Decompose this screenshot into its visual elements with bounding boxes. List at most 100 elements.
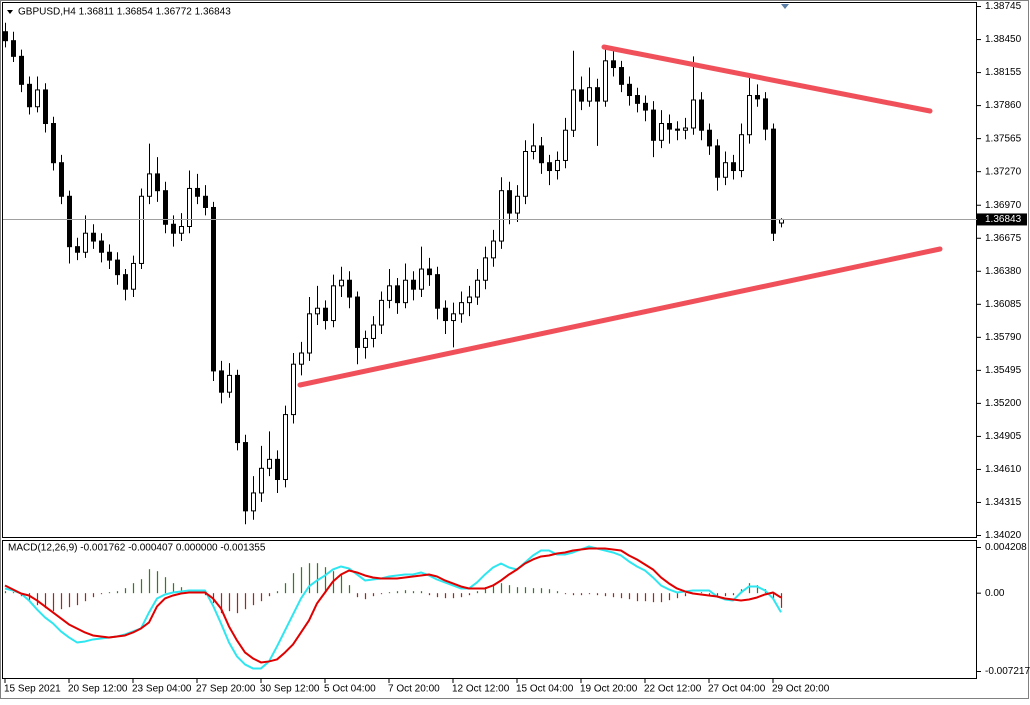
candle-body — [11, 40, 16, 57]
candle-body — [595, 87, 600, 102]
y-tick-label: 1.37860 — [985, 100, 1022, 111]
candle-body — [35, 89, 40, 108]
candle-body — [579, 89, 584, 102]
y-tick-label: 1.36380 — [985, 266, 1022, 277]
candle-body — [323, 307, 328, 322]
candle-body — [563, 129, 568, 161]
candle-body — [395, 285, 400, 304]
x-tick-label: 15 Sep 2021 — [4, 684, 61, 695]
x-tick-label: 7 Oct 20:00 — [388, 684, 440, 695]
x-tick-label: 30 Sep 12:00 — [260, 684, 320, 695]
macd-panel — [2, 540, 977, 679]
candle-body — [3, 31, 8, 42]
candle-body — [19, 55, 24, 85]
candle-body — [27, 83, 32, 108]
candle-body — [147, 173, 152, 197]
candle-body — [635, 95, 640, 104]
candle-body — [387, 285, 392, 301]
candle-body — [51, 123, 56, 164]
y-tick-label: 0.004208 — [985, 542, 1027, 553]
candle-body — [531, 145, 536, 153]
y-tick-label: 1.36085 — [985, 299, 1022, 310]
candle-body — [779, 218, 784, 224]
candle-body — [275, 458, 280, 481]
signal-line — [4, 547, 782, 664]
y-tick-label: 1.37565 — [985, 133, 1022, 144]
candle-body — [243, 442, 248, 512]
candle-body — [155, 173, 160, 192]
candle-body — [139, 195, 144, 264]
candle-body — [347, 279, 352, 298]
candle-body — [307, 313, 312, 354]
y-tick-label: 0.00 — [985, 588, 1005, 599]
candle-body — [715, 145, 720, 178]
candle-body — [163, 190, 168, 225]
candle-body — [523, 151, 528, 197]
candle-body — [219, 370, 224, 393]
candle-body — [379, 299, 384, 326]
y-tick-label: 1.36675 — [985, 233, 1022, 244]
support-trendline — [297, 246, 943, 388]
candle-body — [507, 190, 512, 214]
candle-body — [339, 279, 344, 287]
candle-body — [435, 274, 440, 309]
candle-body — [315, 307, 320, 315]
candle-body — [499, 190, 504, 242]
candle-body — [539, 145, 544, 164]
main-panel — [2, 2, 977, 538]
x-tick-label: 23 Sep 04:00 — [132, 684, 192, 695]
symbol-menu-icon[interactable] — [7, 10, 13, 14]
candle-body — [291, 363, 296, 416]
candle-body — [643, 102, 648, 111]
candle-body — [419, 268, 424, 290]
candle-body — [283, 414, 288, 481]
candle-body — [235, 374, 240, 444]
candle-body — [675, 128, 680, 131]
candle-body — [755, 95, 760, 100]
candle-body — [107, 251, 112, 261]
candle-body — [115, 259, 120, 276]
y-tick-label: 1.36970 — [985, 200, 1022, 211]
candle-body — [483, 257, 488, 281]
candle-body — [515, 195, 520, 214]
x-tick-label: 27 Oct 04:00 — [708, 684, 766, 695]
candle-body — [603, 60, 608, 102]
candle-body — [443, 307, 448, 322]
y-tick-label: 1.35790 — [985, 332, 1022, 343]
candle-body — [707, 129, 712, 147]
candle-body — [547, 162, 552, 172]
candle-body — [587, 87, 592, 102]
x-tick-label: 5 Oct 04:00 — [324, 684, 376, 695]
candle-body — [739, 134, 744, 172]
y-tick-label: 1.34905 — [985, 431, 1022, 442]
candle-body — [59, 162, 64, 197]
x-tick-label: 20 Sep 12:00 — [68, 684, 128, 695]
chart-title: GBPUSD,H4 1.36811 1.36854 1.36772 1.3684… — [18, 7, 231, 18]
candle-body — [171, 223, 176, 234]
y-tick-label: 1.37270 — [985, 166, 1022, 177]
candle-body — [123, 274, 128, 290]
candle-body — [611, 60, 616, 69]
x-tick-label: 15 Oct 04:00 — [516, 684, 574, 695]
candle-body — [771, 128, 776, 234]
candle-body — [403, 279, 408, 304]
candle-body — [363, 337, 368, 348]
candle-body — [659, 123, 664, 141]
candle-body — [179, 226, 184, 234]
candle-body — [211, 206, 216, 372]
x-tick-label: 27 Sep 20:00 — [196, 684, 256, 695]
y-tick-label: 1.38155 — [985, 67, 1022, 78]
candle-body — [619, 67, 624, 85]
candle-body — [555, 159, 560, 172]
current-price-label: 1.36843 — [985, 214, 1022, 225]
y-tick-label: 1.34610 — [985, 464, 1022, 475]
candle-body — [131, 262, 136, 290]
macd-plot: -0.007217 0.00 0.004208 15 Sep 2021 20 Sep 1… — [4, 542, 1030, 694]
candle-body — [491, 240, 496, 259]
candle-body — [747, 95, 752, 136]
main-plot: 1.34020 1.34315 1.34610 1.34905 1.35200 1.354… — [3, 1, 1027, 541]
x-tick-label: 19 Oct 20:00 — [580, 684, 638, 695]
y-tick-label: 1.35200 — [985, 398, 1022, 409]
candle-body — [331, 285, 336, 322]
